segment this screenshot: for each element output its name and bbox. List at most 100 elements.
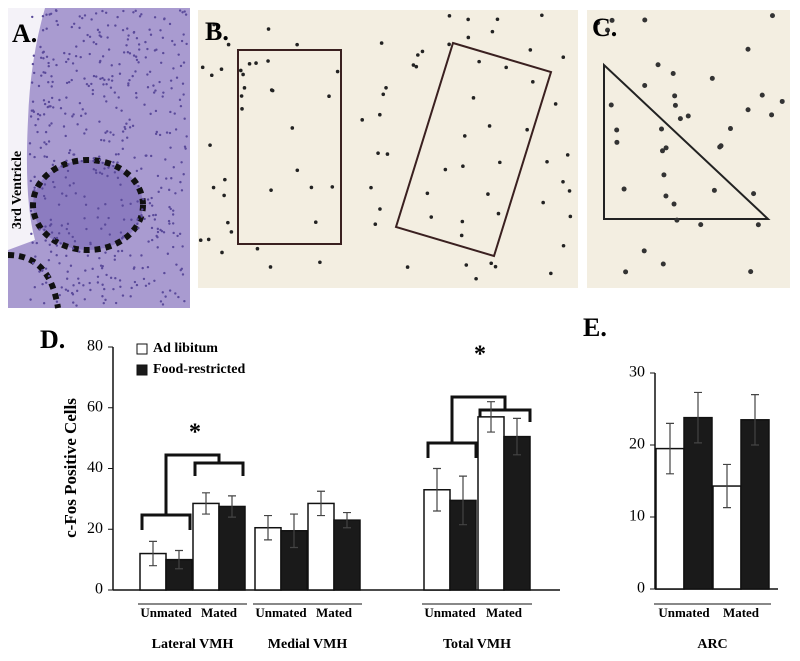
cell (154, 213, 157, 217)
cell (416, 53, 420, 57)
cell (132, 54, 136, 57)
y-tick-label: 20 (629, 436, 645, 453)
cell (32, 71, 36, 75)
x-tick-label: Mated (486, 605, 523, 620)
cell (166, 252, 170, 255)
cell (94, 169, 98, 172)
cell (45, 143, 48, 146)
cell (146, 47, 149, 51)
cell (595, 20, 601, 26)
cell (50, 231, 54, 234)
cell (171, 213, 175, 216)
cell (158, 133, 162, 137)
cell (65, 159, 68, 162)
cell (148, 28, 151, 31)
cell (73, 240, 77, 243)
cell (153, 218, 157, 221)
cell (70, 25, 74, 29)
cell (466, 35, 471, 40)
x-tick-label: Mated (723, 605, 760, 620)
cell (239, 94, 244, 98)
cell (660, 148, 666, 154)
cell (759, 92, 765, 98)
cell (447, 14, 452, 18)
cell (143, 103, 146, 106)
cell (67, 58, 70, 61)
cell (655, 62, 661, 68)
cell (141, 266, 144, 270)
bar (333, 519, 361, 591)
cell (50, 96, 54, 100)
cell (62, 125, 66, 128)
cell (177, 53, 180, 56)
cell (137, 43, 141, 46)
cell (89, 241, 92, 245)
cell (55, 19, 58, 23)
cell (113, 171, 117, 174)
cell (567, 189, 572, 193)
cell (174, 192, 177, 195)
y-tick-label: 40 (87, 459, 103, 476)
cell (143, 217, 146, 221)
cell (180, 161, 183, 164)
cell (65, 254, 68, 258)
cell (183, 117, 186, 120)
cell (779, 98, 785, 104)
cell (147, 282, 151, 285)
cell (107, 216, 110, 220)
cell (608, 102, 614, 108)
cell (528, 48, 533, 52)
cell (101, 55, 105, 58)
bar (307, 502, 335, 591)
cell (164, 158, 167, 161)
cell (133, 280, 137, 284)
cell (98, 31, 101, 34)
cell (72, 22, 76, 25)
legend-swatch (136, 364, 148, 376)
cell (85, 128, 88, 131)
cell (295, 42, 299, 47)
cell (128, 126, 132, 129)
cell (167, 219, 171, 223)
cell (142, 277, 146, 281)
cell (108, 140, 111, 143)
cell (74, 192, 77, 195)
cell (28, 153, 32, 156)
cell (461, 164, 465, 168)
cell (39, 56, 43, 59)
error-bar (317, 490, 325, 517)
error-bar (433, 467, 441, 512)
cell (751, 191, 757, 197)
cell (181, 11, 184, 14)
cell (103, 287, 106, 291)
cell (43, 155, 46, 158)
cell (85, 227, 88, 231)
cell (663, 145, 669, 151)
cell (123, 125, 126, 129)
cell (133, 156, 136, 159)
cell (47, 258, 51, 262)
x-tick-label: Unmated (140, 605, 192, 620)
cell (55, 9, 58, 13)
cell (103, 223, 107, 226)
cell (79, 55, 82, 59)
cell (159, 61, 163, 65)
cell (755, 222, 761, 228)
cell (67, 163, 70, 166)
cell (335, 69, 340, 74)
cell (55, 300, 59, 303)
cell (113, 91, 117, 94)
cell (48, 13, 51, 16)
cell (137, 61, 140, 64)
cell (135, 37, 139, 40)
cell (101, 9, 104, 13)
cell (51, 163, 55, 167)
cell (117, 96, 120, 99)
cell (41, 187, 44, 190)
cell (125, 122, 128, 125)
cell (31, 15, 34, 19)
cell (102, 301, 105, 305)
cell (420, 49, 425, 54)
cell (174, 128, 178, 131)
cell (31, 109, 35, 112)
